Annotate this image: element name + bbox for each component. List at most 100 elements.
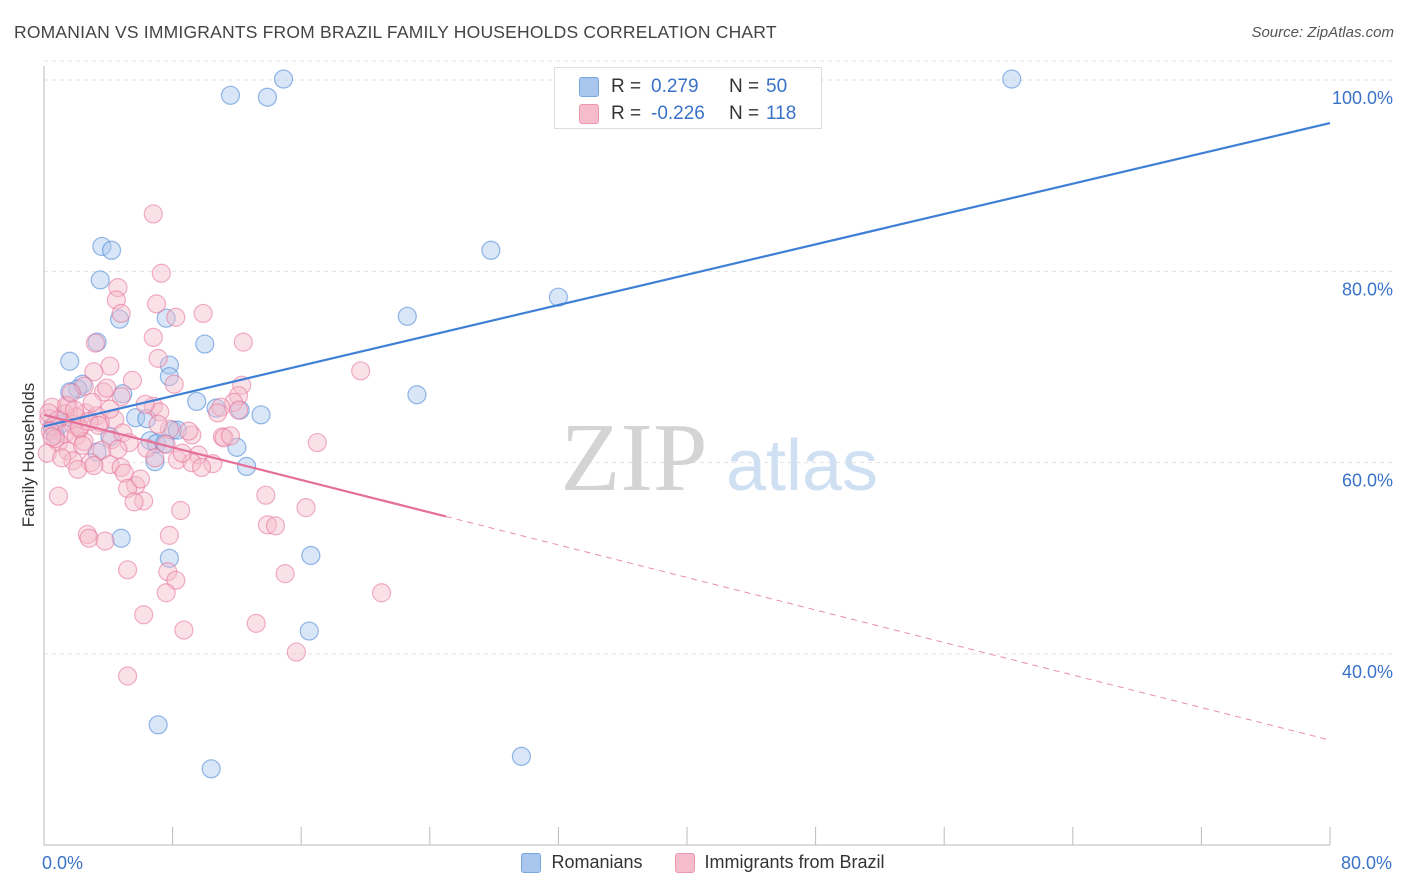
point-brazil [130, 469, 151, 489]
point-brazil [265, 516, 286, 536]
point-brazil [89, 415, 109, 435]
point-brazil [148, 348, 168, 368]
point-brazil [246, 613, 266, 633]
point-romanians [159, 355, 179, 375]
legend-swatch-brazil [674, 852, 695, 873]
point-brazil [159, 525, 179, 545]
stats-swatch-romanians [579, 77, 599, 97]
point-romanians [548, 287, 569, 307]
point-brazil [220, 426, 241, 446]
point-romanians [111, 528, 131, 548]
watermark-zip: ZIP [561, 404, 708, 512]
trend-lines [43, 121, 1331, 741]
legend-item-romanians[interactable]: Romanians [521, 852, 643, 873]
point-brazil [164, 374, 184, 394]
point-romanians [227, 437, 247, 457]
point-brazil [159, 419, 179, 439]
point-brazil [148, 414, 168, 434]
point-romanians [148, 715, 168, 735]
point-brazil [42, 427, 62, 447]
point-brazil [72, 435, 93, 456]
point-brazil [85, 333, 106, 353]
y-tick-label: 40.0% [1342, 662, 1393, 682]
point-brazil [286, 642, 306, 662]
point-brazil [52, 448, 72, 468]
point-romanians [92, 236, 112, 257]
watermark: ZIP atlas [561, 404, 879, 512]
legend-item-brazil[interactable]: Immigrants from Brazil [674, 852, 885, 873]
point-brazil [307, 432, 327, 453]
trend-brazil-extension [445, 515, 1331, 741]
point-brazil [95, 531, 115, 551]
point-romanians [90, 270, 110, 290]
point-romanians [101, 240, 122, 260]
point-romanians [481, 240, 501, 260]
point-romanians [1002, 69, 1022, 89]
chart-title: ROMANIAN VS IMMIGRANTS FROM BRAZIL FAMIL… [14, 22, 777, 42]
point-brazil [48, 486, 69, 506]
point-brazil [166, 307, 186, 327]
n-value: 50 [766, 76, 788, 97]
point-brazil [92, 440, 112, 460]
point-brazil [39, 403, 59, 423]
point-brazil [134, 605, 154, 625]
point-brazil [117, 666, 138, 686]
source-label: Source: ZipAtlas.com [1251, 24, 1394, 41]
stats-box: R = 0.279 N = 50 R = -0.226 N = 118 [554, 67, 822, 129]
point-brazil [228, 400, 249, 420]
legend-label-romanians: Romanians [551, 852, 643, 872]
point-brazil [64, 400, 85, 420]
point-brazil [212, 427, 233, 447]
point-brazil [82, 392, 102, 412]
point-brazil [257, 515, 278, 535]
legend: Romanians Immigrants from Brazil [0, 852, 1406, 873]
point-brazil [172, 443, 192, 463]
r-label: R = [611, 76, 642, 97]
point-romanians [257, 87, 278, 107]
point-brazil [45, 429, 65, 449]
point-romanians [187, 391, 207, 412]
trend-brazil [43, 413, 447, 518]
stats-row-romanians: R = 0.279 N = 50 [579, 74, 787, 100]
point-brazil [111, 303, 131, 324]
point-romanians [299, 621, 319, 641]
point-brazil [111, 457, 131, 478]
point-brazil [79, 528, 99, 548]
y-tick-label: 60.0% [1342, 471, 1393, 491]
point-brazil [145, 448, 165, 468]
point-brazil [137, 438, 157, 458]
x-tick-label-min: 0.0% [42, 853, 84, 873]
point-brazil [208, 403, 228, 423]
point-brazil [134, 491, 154, 511]
scatter-points [37, 69, 1022, 779]
stats-swatch-brazil [579, 104, 599, 124]
point-brazil [100, 454, 120, 475]
point-brazil [371, 583, 392, 603]
point-brazil [275, 564, 295, 584]
point-brazil [108, 439, 128, 459]
point-romanians [220, 85, 241, 105]
point-brazil [84, 455, 104, 476]
point-brazil [84, 362, 104, 382]
trend-romanians [43, 121, 1331, 428]
y-tick-label: 80.0% [1342, 279, 1393, 299]
point-brazil [256, 485, 276, 505]
n-label: N = [729, 76, 760, 97]
point-romanians [251, 405, 271, 425]
point-brazil [100, 356, 120, 376]
r-label: R = [611, 103, 642, 124]
n-value: 118 [766, 103, 797, 124]
point-brazil [68, 459, 88, 479]
stats-row-brazil: R = -0.226 N = 118 [579, 101, 796, 127]
point-brazil [111, 387, 131, 407]
point-romanians [301, 545, 321, 566]
legend-swatch-romanians [521, 852, 542, 873]
point-brazil [124, 492, 144, 512]
point-brazil [117, 560, 138, 580]
y-tick-label: 100.0% [1332, 88, 1393, 108]
y-tick-labels: 40.0% 60.0% 80.0% 100.0% [1332, 88, 1393, 682]
point-brazil [233, 332, 253, 352]
point-romanians [397, 306, 417, 326]
n-label: N = [729, 103, 760, 124]
